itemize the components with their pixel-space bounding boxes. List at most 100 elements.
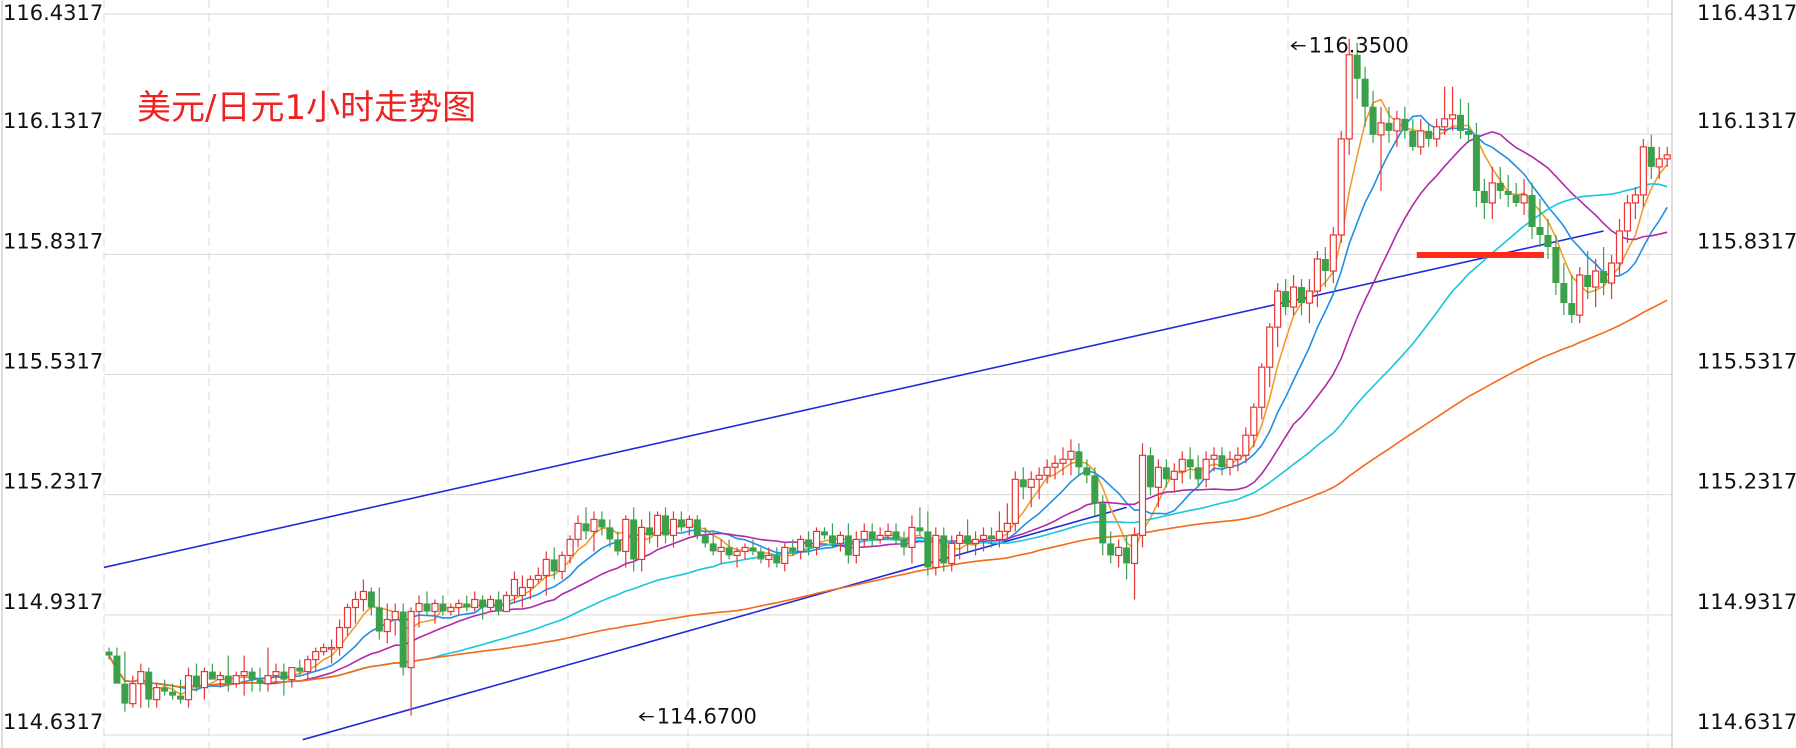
candle [1552, 234, 1560, 296]
candle-body [1584, 275, 1592, 288]
candle [495, 591, 503, 616]
candle-body [677, 519, 685, 528]
candle [590, 511, 598, 552]
candle [423, 591, 431, 616]
y-tick-label-right: 115.5317 [1697, 350, 1796, 374]
candle-body [1226, 458, 1234, 468]
candle-body [1091, 475, 1099, 504]
candle [1568, 275, 1576, 324]
candle-body [1361, 78, 1369, 107]
candle [1019, 467, 1027, 500]
candle [407, 607, 415, 716]
candle [343, 603, 352, 636]
candle-body [1083, 467, 1091, 476]
candle [479, 595, 487, 620]
candle [844, 523, 852, 564]
candle [987, 527, 995, 548]
candle-body [415, 602, 423, 613]
candle-body [828, 535, 836, 544]
candle-body [1035, 474, 1043, 480]
candle [1448, 86, 1457, 131]
candle-body [669, 518, 678, 537]
candle [487, 595, 495, 612]
candle-body [1321, 259, 1329, 272]
candle-body [1003, 522, 1011, 532]
candle-body [526, 578, 534, 589]
candle-body [653, 514, 662, 537]
candle [653, 511, 662, 548]
candle [383, 603, 391, 644]
candle-body [916, 527, 924, 532]
candle [288, 666, 296, 688]
candle-body [177, 695, 185, 700]
y-tick-label-right: 116.1317 [1697, 109, 1796, 133]
candle [280, 663, 288, 696]
candle [1623, 194, 1632, 243]
candle [526, 575, 534, 600]
candle [1576, 267, 1584, 324]
candle [765, 547, 773, 568]
candle-body [812, 530, 821, 549]
candle [725, 539, 733, 560]
candle [1639, 138, 1647, 207]
candle-body [1496, 182, 1504, 191]
candle-body [113, 655, 121, 684]
candle-body [487, 598, 495, 609]
candle-body [1417, 130, 1425, 148]
candle-body [773, 555, 781, 564]
candle [693, 515, 701, 540]
candle-body [971, 538, 980, 545]
candle [1536, 198, 1544, 248]
candle [773, 547, 781, 568]
grid [1, 0, 1673, 748]
candle [1457, 98, 1464, 139]
candle [836, 531, 845, 552]
y-tick-label-left: 116.1317 [3, 109, 103, 133]
candle [1298, 279, 1305, 316]
candle-body [1019, 479, 1027, 488]
candle-body [1353, 54, 1361, 79]
candle [510, 571, 519, 604]
candle [964, 519, 972, 552]
candle [1051, 455, 1059, 480]
candle [1258, 363, 1266, 420]
candle-body [1067, 450, 1075, 460]
candle-body [542, 558, 550, 577]
candle-body [836, 534, 845, 545]
candle [1289, 275, 1298, 316]
candle-body [1488, 182, 1496, 204]
candle [860, 523, 868, 548]
candle-body [741, 546, 749, 553]
candle-body [1623, 202, 1632, 232]
candle [868, 523, 876, 548]
candle-body [439, 603, 447, 612]
candle-body [1663, 154, 1671, 160]
candle-body [1202, 458, 1210, 480]
candle-body [1425, 130, 1433, 139]
candle [296, 659, 304, 676]
candle [1377, 106, 1385, 191]
candle [161, 679, 169, 696]
candle [232, 671, 240, 688]
y-tick-label-right: 115.2317 [1697, 470, 1796, 494]
candle-body [1592, 270, 1600, 288]
candle [582, 507, 590, 540]
candle-body [288, 666, 296, 681]
candle-body [1600, 271, 1608, 284]
candle-body [1655, 158, 1663, 168]
moving-averages [108, 98, 1668, 696]
candle [662, 507, 669, 544]
candle-body [1051, 462, 1059, 468]
candle-body [1242, 434, 1250, 456]
candle-body [343, 606, 352, 629]
candle [1472, 122, 1480, 207]
candle [1282, 279, 1290, 316]
candle [518, 575, 527, 608]
candle-body [510, 578, 519, 597]
candle [884, 523, 892, 540]
candle-body [1170, 470, 1178, 480]
candle [1099, 495, 1107, 556]
candle-body [105, 651, 113, 656]
candle [916, 507, 924, 536]
candle-body [1059, 458, 1067, 464]
